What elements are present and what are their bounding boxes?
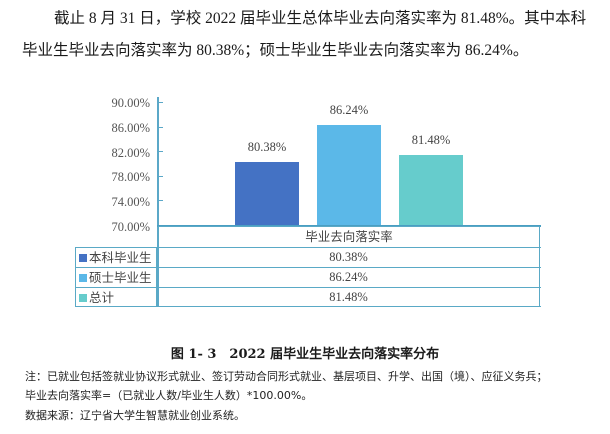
legend-swatch-icon xyxy=(79,254,87,262)
value-cell: 81.48% xyxy=(158,288,540,307)
paragraph-line-1: 截止 8 月 31 日，学校 2022 届毕业生总体毕业去向落实率为 81.48… xyxy=(54,10,587,27)
y-tick-mark xyxy=(159,200,163,201)
y-tick-label: 70.00% xyxy=(111,220,150,234)
bar-value-label: 86.24% xyxy=(329,103,369,118)
y-tick-mark xyxy=(159,151,163,152)
table-row: 本科毕业生 80.38% xyxy=(75,247,541,267)
data-table: 毕业去向落实率 本科毕业生 80.38% 硕士毕业生 86.24% 总计 81.… xyxy=(75,226,541,307)
y-tick-label: 78.00% xyxy=(111,170,150,184)
legend-cell: 硕士毕业生 xyxy=(75,268,158,287)
legend-swatch-icon xyxy=(79,274,87,282)
y-tick-label: 86.00% xyxy=(111,121,150,135)
bar-master xyxy=(317,125,381,226)
bar-chart: 90.00% 86.00% 82.00% 78.00% 74.00% 70.00… xyxy=(75,96,541,307)
figure-caption: 图 1- 3 2022 届毕业生毕业去向落实率分布 xyxy=(170,347,440,362)
legend-cell: 总计 xyxy=(75,288,158,307)
figure-note: 毕业去向落实率=（已就业人数/毕业生人数）*100.00%。 xyxy=(25,389,313,402)
y-tick-label: 74.00% xyxy=(111,195,150,209)
value-cell: 80.38% xyxy=(158,248,540,267)
legend-cell: 本科毕业生 xyxy=(75,248,158,267)
data-table-header: 毕业去向落实率 xyxy=(158,226,540,247)
bar-total xyxy=(399,154,463,226)
figure-note: 数据来源：辽宁省大学生智慧就业创业系统。 xyxy=(25,409,245,422)
figure-note: 注：已就业包括签就业协议形式就业、签订劳动合同形式就业、基层项目、升学、出国（境… xyxy=(25,370,548,383)
table-row: 硕士毕业生 86.24% xyxy=(75,267,541,287)
bar-value-label: 81.48% xyxy=(411,132,451,147)
paragraph-line-2: 毕业生毕业去向落实率为 80.38%；硕士毕业生毕业去向落实率为 86.24%。 xyxy=(22,42,529,59)
value-cell: 86.24% xyxy=(158,268,540,287)
table-bottom-border xyxy=(75,306,541,307)
legend-swatch-icon xyxy=(79,294,87,302)
bar-undergraduate xyxy=(235,161,299,226)
y-axis xyxy=(157,97,159,307)
bar-value-label: 80.38% xyxy=(247,139,287,154)
y-tick-mark xyxy=(159,102,163,103)
y-tick-label: 90.00% xyxy=(111,96,150,110)
y-tick-mark xyxy=(159,176,163,177)
y-tick-label: 82.00% xyxy=(111,146,150,160)
table-row: 总计 81.48% xyxy=(75,287,541,307)
y-tick-mark xyxy=(159,127,163,128)
